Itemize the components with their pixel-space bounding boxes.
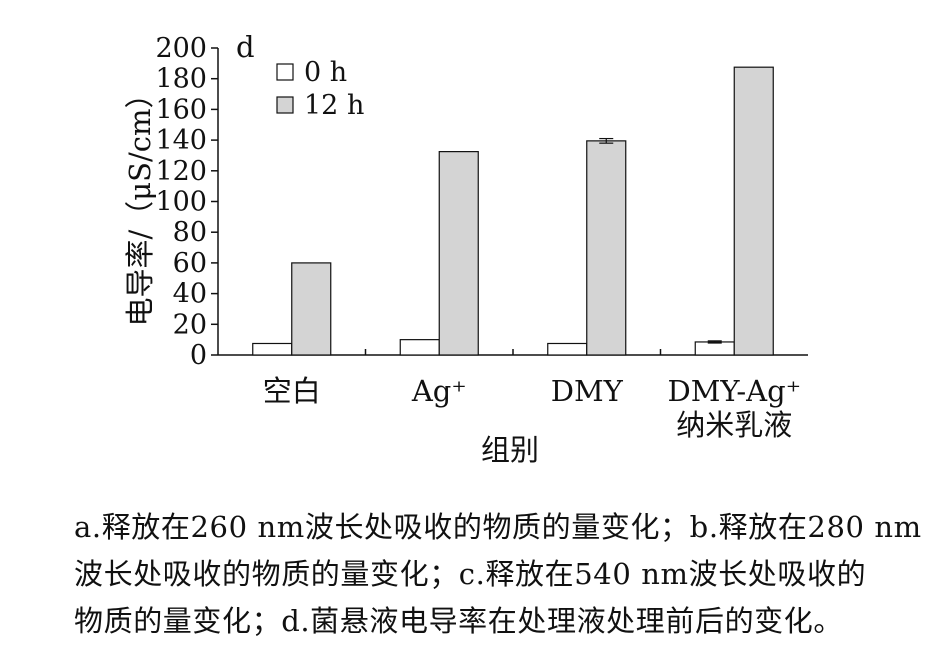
caption-line: 波长处吸收的物质的量变化；c.释放在540 nm波长处吸收的	[74, 557, 867, 591]
y-axis-label: 电导率/（μS/cm）	[123, 80, 157, 327]
caption-line: a.释放在260 nm波长处吸收的物质的量变化；b.释放在280 nm	[74, 510, 922, 544]
caption-line: 物质的量变化；d.菌悬液电导率在处理液处理前后的变化。	[74, 604, 843, 638]
y-tick-label: 120	[155, 156, 207, 187]
bar-0h-3	[694, 341, 735, 356]
legend-swatch-0h	[276, 63, 294, 81]
bar-12h-1	[438, 151, 479, 356]
bar-12h-0	[291, 262, 332, 356]
y-tick-label: 100	[155, 187, 207, 218]
chart-legend: 0 h 12 h	[276, 57, 364, 121]
bar-0h-1	[399, 339, 440, 356]
legend-label-0h: 0 h	[304, 57, 347, 88]
legend-swatch-12h	[276, 96, 294, 114]
y-tick-label: 60	[173, 248, 207, 279]
bar-0h-2	[547, 342, 588, 356]
x-category-label: DMY	[551, 374, 624, 408]
x-axis-label: 组别	[481, 433, 539, 467]
y-tick-label: 80	[173, 217, 207, 248]
y-tick-label: 200	[155, 33, 207, 64]
bar-12h-2	[586, 140, 627, 356]
x-category-label: Ag⁺	[411, 374, 467, 408]
x-category-label: 纳米乳液	[676, 408, 792, 442]
y-tick-label: 180	[155, 64, 207, 95]
panel-label: d	[236, 30, 255, 64]
chart-bars	[252, 66, 774, 356]
bar-0h-0	[252, 342, 293, 356]
y-tick-label: 20	[173, 309, 207, 340]
legend-label-12h: 12 h	[304, 90, 364, 121]
x-category-label: DMY-Ag⁺	[667, 374, 801, 408]
y-tick-label: 160	[155, 94, 207, 125]
y-tick-label: 40	[173, 279, 207, 310]
bar-12h-3	[733, 66, 774, 356]
y-tick-label: 140	[155, 125, 207, 156]
x-category-label: 空白	[263, 374, 321, 408]
y-tick-label: 0	[190, 340, 207, 371]
figure-caption: a.释放在260 nm波长处吸收的物质的量变化；b.释放在280 nm 波长处吸…	[74, 504, 922, 645]
x-category-labels: 空白 Ag⁺ DMY DMY-Ag⁺纳米乳液	[263, 374, 801, 442]
